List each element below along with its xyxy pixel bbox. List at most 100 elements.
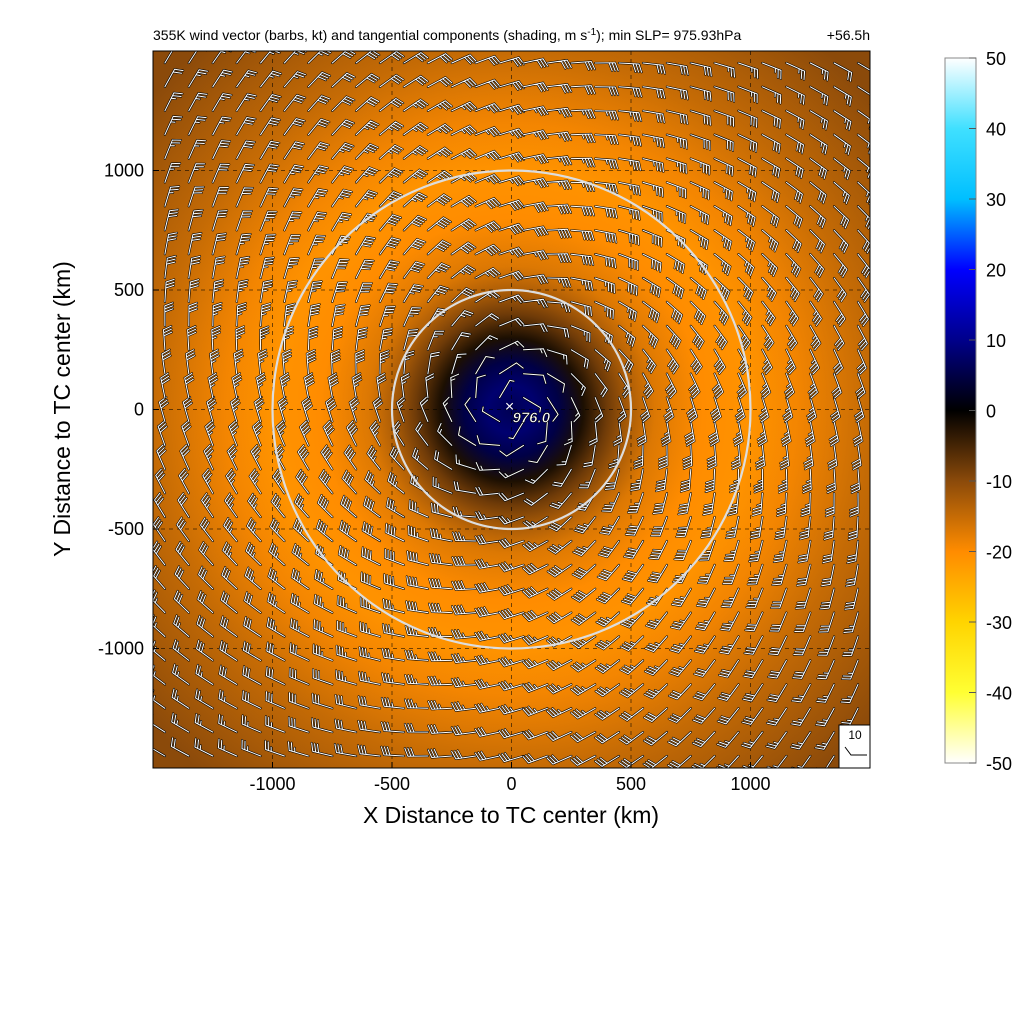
wind-barb-highlight bbox=[153, 639, 166, 661]
wind-barb-highlight bbox=[475, 374, 486, 399]
wind-barb-highlight bbox=[266, 617, 285, 637]
wind-barb-highlight bbox=[802, 468, 812, 494]
wind-barb-highlight bbox=[761, 277, 777, 301]
wind-barb-highlight bbox=[649, 540, 668, 560]
wind-barb-highlight bbox=[755, 444, 765, 470]
wind-barb-highlight bbox=[546, 731, 572, 741]
wind-barb-highlight bbox=[381, 697, 405, 709]
wind-barb-highlight bbox=[244, 591, 262, 614]
wind-barb-highlight bbox=[218, 714, 238, 733]
wind-barb-highlight bbox=[718, 659, 739, 678]
x-tick-label: 1000 bbox=[730, 774, 770, 794]
wind-barb-highlight bbox=[236, 210, 253, 231]
wind-barb-highlight bbox=[809, 253, 824, 278]
wind-barb-highlight bbox=[601, 492, 620, 512]
wind-barb-highlight bbox=[825, 492, 835, 517]
wind-barb-highlight bbox=[451, 242, 476, 255]
wind-barb-highlight bbox=[830, 397, 841, 423]
wind-barb-highlight bbox=[188, 302, 198, 327]
wind-barb-highlight bbox=[304, 373, 315, 399]
wind-barb-highlight bbox=[188, 163, 206, 183]
wind-barb-highlight bbox=[331, 259, 349, 279]
wind-barb-highlight bbox=[264, 740, 285, 757]
wind-barb-highlight bbox=[307, 118, 330, 136]
wind-barb-highlight bbox=[428, 578, 453, 590]
wind-barb-highlight bbox=[381, 673, 405, 685]
wind-barb-highlight bbox=[719, 636, 739, 655]
wind-barb-highlight bbox=[714, 134, 734, 152]
wind-barb-highlight bbox=[330, 349, 341, 375]
wind-barb-highlight bbox=[652, 492, 668, 514]
wind-barb-highlight bbox=[714, 253, 731, 276]
wind-barb-highlight bbox=[307, 71, 331, 88]
wind-barb-highlight bbox=[816, 755, 835, 768]
wind-barb-highlight bbox=[164, 278, 175, 303]
wind-barb-highlight bbox=[829, 421, 839, 447]
wind-barb-highlight bbox=[576, 492, 596, 511]
wind-barb-highlight bbox=[451, 195, 477, 207]
wind-barb-highlight bbox=[451, 332, 471, 351]
wind-barb-highlight bbox=[857, 158, 870, 180]
wind-barb-highlight bbox=[832, 373, 842, 399]
wind-barb-highlight bbox=[570, 157, 595, 167]
wind-barb-highlight bbox=[619, 755, 644, 768]
wind-barb-highlight bbox=[451, 726, 477, 736]
forecast-time-label: +56.5h bbox=[827, 27, 870, 43]
wind-barb-highlight bbox=[833, 205, 850, 229]
wind-barb-highlight bbox=[379, 283, 398, 303]
wind-barb-highlight bbox=[357, 744, 381, 757]
wind-barb-highlight bbox=[235, 326, 245, 351]
wind-barb-highlight bbox=[336, 645, 357, 661]
wind-barb-highlight bbox=[222, 542, 238, 566]
wind-barb-highlight bbox=[796, 564, 811, 586]
wind-barb-highlight bbox=[355, 73, 380, 88]
wind-barb-highlight bbox=[595, 659, 620, 674]
wind-barb-highlight bbox=[857, 325, 868, 351]
wind-barb-highlight bbox=[570, 731, 596, 743]
wind-barb-highlight bbox=[431, 502, 453, 518]
wind-barb-highlight bbox=[283, 257, 299, 279]
wind-barb-highlight bbox=[499, 128, 525, 138]
wind-barb-highlight bbox=[499, 176, 525, 186]
wind-barb-highlight bbox=[523, 492, 548, 506]
wind-barb-highlight bbox=[563, 421, 573, 446]
wind-barb-highlight bbox=[314, 594, 333, 614]
wind-barb-highlight bbox=[522, 682, 548, 693]
wind-barb-highlight bbox=[857, 229, 870, 254]
wind-barb-highlight bbox=[153, 565, 166, 590]
wind-barb-highlight bbox=[594, 301, 614, 320]
wind-barb-highlight bbox=[778, 468, 788, 493]
y-axis-ticks: -1000 -500 0 500 1000 bbox=[98, 161, 159, 659]
wind-barb-highlight bbox=[176, 517, 190, 542]
wind-barb-highlight bbox=[271, 493, 285, 518]
wind-barb-highlight bbox=[738, 277, 753, 301]
wind-barb-highlight bbox=[761, 349, 773, 375]
wind-barb-highlight bbox=[498, 633, 524, 643]
wind-barb-highlight bbox=[164, 186, 180, 207]
wind-barb-highlight bbox=[741, 755, 763, 768]
wind-barb-highlight bbox=[195, 689, 214, 709]
wind-barb-highlight bbox=[475, 174, 501, 184]
wind-barb-highlight bbox=[596, 588, 620, 604]
wind-barb-highlight bbox=[622, 564, 644, 582]
wind-barb-highlight bbox=[225, 468, 238, 494]
wind-barb-highlight bbox=[403, 169, 428, 183]
wind-barb-highlight bbox=[428, 676, 453, 686]
y-tick-label: 500 bbox=[114, 280, 144, 300]
wind-barb-highlight bbox=[283, 234, 301, 255]
wind-barb-highlight bbox=[523, 106, 549, 116]
wind-barb-highlight bbox=[451, 629, 477, 639]
wind-barb-highlight bbox=[450, 373, 460, 399]
wind-barb-highlight bbox=[570, 301, 592, 317]
wind-barb-highlight bbox=[334, 743, 357, 757]
wind-barb-highlight bbox=[537, 421, 548, 445]
wind-barbs bbox=[153, 51, 870, 768]
wind-barb-highlight bbox=[475, 335, 499, 351]
wind-barb-highlight bbox=[524, 468, 548, 484]
wind-barb-highlight bbox=[725, 516, 739, 539]
wind-barb-highlight bbox=[307, 188, 328, 207]
wind-barb-highlight bbox=[722, 564, 739, 585]
wind-barb-highlight bbox=[349, 396, 359, 422]
wind-barb-highlight bbox=[260, 257, 275, 279]
wind-barb-highlight bbox=[357, 720, 381, 733]
